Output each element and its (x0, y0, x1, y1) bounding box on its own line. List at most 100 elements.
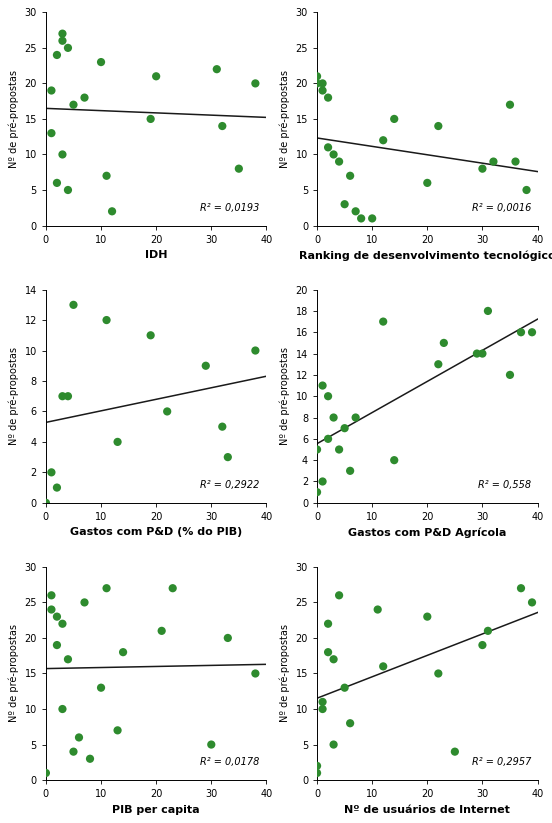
Point (69, 98, 78, 111)
Text: R² = 0,0193: R² = 0,0193 (200, 202, 260, 212)
Point (511, 155, 520, 168)
Point (47, 588, 56, 602)
Text: R² = 0,0016: R² = 0,0016 (471, 202, 531, 212)
Y-axis label: Nº de pré-propostas: Nº de pré-propostas (279, 70, 290, 168)
Point (47, 84, 56, 97)
X-axis label: Ranking de desenvolvimento tecnológico: Ranking de desenvolvimento tecnológico (299, 250, 552, 261)
Point (63, 389, 72, 402)
Point (318, 84, 327, 97)
Point (224, 631, 232, 644)
Point (318, 703, 327, 716)
Point (102, 582, 111, 595)
Point (168, 582, 177, 595)
Point (335, 443, 343, 456)
Point (75, 731, 83, 744)
Point (218, 420, 227, 433)
Point (58, 617, 67, 630)
Point (41, 766, 50, 779)
Point (434, 358, 443, 371)
Point (478, 347, 487, 360)
X-axis label: IDH: IDH (145, 250, 167, 260)
Y-axis label: Nº de pré-propostas: Nº de pré-propostas (8, 625, 19, 723)
X-axis label: Nº de usuários de Internet: Nº de usuários de Internet (344, 805, 510, 815)
Point (323, 91, 332, 105)
Point (58, 703, 67, 716)
Point (97, 55, 105, 68)
Point (434, 667, 443, 680)
Point (251, 667, 260, 680)
Point (157, 625, 166, 638)
Point (97, 681, 105, 695)
Point (58, 148, 67, 161)
Point (318, 379, 327, 392)
Point (423, 176, 432, 189)
Point (335, 588, 343, 602)
Point (478, 639, 487, 652)
Point (224, 450, 232, 463)
Point (340, 421, 349, 435)
Point (102, 170, 111, 183)
Point (218, 119, 227, 133)
X-axis label: Gastos com P&D Agrícola: Gastos com P&D Agrícola (348, 528, 507, 538)
Point (323, 141, 332, 154)
Point (235, 162, 243, 175)
Point (351, 205, 360, 218)
Point (323, 432, 332, 445)
Point (52, 481, 61, 494)
Point (318, 475, 327, 488)
X-axis label: Gastos com P&D (% do PIB): Gastos com P&D (% do PIB) (70, 528, 242, 537)
Point (312, 70, 321, 83)
Point (52, 176, 61, 189)
Y-axis label: Nº de pré-propostas: Nº de pré-propostas (8, 347, 19, 445)
Point (312, 486, 321, 499)
Point (318, 77, 327, 90)
Text: R² = 0,0178: R² = 0,0178 (200, 757, 260, 767)
Point (47, 127, 56, 140)
Point (58, 389, 67, 402)
Y-axis label: Nº de pré-propostas: Nº de pré-propostas (280, 347, 290, 445)
Point (312, 77, 321, 90)
Point (528, 326, 537, 339)
Point (52, 639, 61, 652)
Point (63, 41, 72, 54)
Point (323, 389, 332, 402)
Point (113, 435, 122, 449)
Point (63, 653, 72, 666)
Point (346, 464, 354, 477)
Point (489, 155, 498, 168)
Point (80, 596, 89, 609)
Point (163, 405, 172, 418)
Point (506, 369, 514, 382)
Point (439, 337, 448, 350)
Point (351, 411, 360, 424)
Point (113, 723, 122, 737)
Point (41, 496, 50, 509)
Point (346, 717, 354, 730)
Point (517, 326, 526, 339)
Point (335, 155, 343, 168)
Point (52, 49, 61, 62)
Point (251, 77, 260, 90)
Text: R² = 0,558: R² = 0,558 (478, 480, 531, 490)
Point (506, 98, 514, 111)
Point (63, 184, 72, 197)
Point (69, 745, 78, 758)
Point (329, 738, 338, 751)
Point (69, 298, 78, 311)
Point (312, 760, 321, 773)
Point (251, 344, 260, 357)
Point (323, 645, 332, 658)
Point (390, 113, 399, 126)
Point (312, 766, 321, 779)
Point (484, 305, 492, 318)
Point (484, 625, 492, 638)
Point (423, 610, 432, 623)
Point (58, 27, 67, 40)
Point (318, 695, 327, 709)
Point (346, 170, 354, 183)
Point (323, 617, 332, 630)
Point (52, 610, 61, 623)
Point (86, 752, 94, 765)
Point (368, 212, 376, 225)
Point (213, 63, 221, 76)
